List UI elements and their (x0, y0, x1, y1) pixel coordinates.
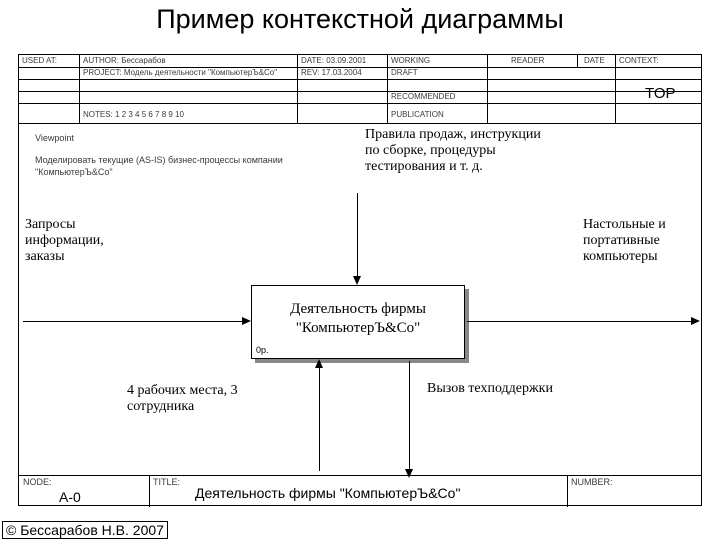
publication-label: PUBLICATION (391, 110, 444, 119)
input-label: Запросы информации, заказы (25, 217, 145, 265)
date-label-text: DATE: (301, 56, 324, 65)
hdr-col-line (487, 55, 488, 123)
recommended-label: RECOMMENDED (391, 92, 455, 101)
slide-title: Пример контекстной диаграммы (0, 4, 720, 35)
context-top: TOP (645, 85, 676, 102)
mech-right-arrow-line (409, 361, 410, 471)
control-arrow-line (357, 193, 358, 277)
reader-label: READER (511, 56, 544, 65)
footer-col-line (149, 475, 150, 507)
activity-box-label: Деятельность фирмы "КомпьютерЪ&Co" (290, 301, 426, 336)
notes-label-text: NOTES: (83, 110, 113, 119)
rev-value: 17.03.2004 (322, 68, 362, 77)
output-label: Настольные и портативные компьютеры (583, 217, 701, 265)
mech-left-arrow-head (315, 359, 323, 368)
title-label-footer: TITLE: (153, 477, 180, 487)
title-value-footer: Деятельность фирмы "КомпьютерЪ&Co" (195, 485, 460, 501)
diagram-canvas: Viewpoint Моделировать текущие (AS-IS) б… (19, 123, 701, 475)
idef0-frame: USED AT: AUTHOR: Бессарабов PROJECT: Мод… (18, 54, 702, 506)
activity-box: Деятельность фирмы "КомпьютерЪ&Co" 0р. (251, 285, 465, 359)
mechanism-left-label: 4 рабочих места, 3 сотрудника (127, 383, 287, 415)
node-label: NODE: (23, 477, 52, 487)
mechanism-right-label: Вызов техподдержки (427, 381, 567, 397)
hdr-col-line (387, 55, 388, 123)
mech-right-arrow-head (405, 469, 413, 478)
rev-label-text: REV: (301, 68, 319, 77)
date2-label: DATE (584, 56, 605, 65)
author-label-text: AUTHOR: (83, 56, 119, 65)
hdr-row-line (19, 79, 701, 80)
context-label: CONTEXT: (619, 56, 659, 65)
hdr-col-line (577, 55, 578, 67)
node-value: A-0 (59, 489, 81, 505)
input-arrow-head (242, 317, 251, 325)
hdr-row-line (19, 91, 701, 92)
control-arrow-head (353, 276, 361, 285)
author-name: Бессарабов (121, 56, 165, 65)
working-label: WORKING (391, 56, 430, 65)
notes-numbers: 1 2 3 4 5 6 7 8 9 10 (115, 110, 184, 119)
date-label: DATE: 03.09.2001 (301, 56, 366, 65)
footer-line (19, 475, 701, 476)
mech-left-arrow-line (319, 367, 320, 471)
input-arrow-line (23, 321, 243, 322)
project-name: Модель деятельности "КомпьютерЪ&Co" (124, 68, 277, 77)
hdr-col-line (297, 55, 298, 123)
output-arrow-head (691, 317, 700, 325)
hdr-row-line (19, 103, 701, 104)
control-label: Правила продаж, инструкции по сборке, пр… (365, 127, 555, 175)
notes-label: NOTES: 1 2 3 4 5 6 7 8 9 10 (83, 110, 184, 119)
hdr-col-line (79, 55, 80, 123)
activity-box-index: 0р. (256, 345, 269, 356)
draft-label: DRAFT (391, 68, 418, 77)
hdr-col-line (615, 55, 616, 123)
project-label: PROJECT: Модель деятельности "КомпьютерЪ… (83, 68, 293, 77)
date-value: 03.09.2001 (326, 56, 366, 65)
author-label: AUTHOR: Бессарабов (83, 56, 166, 65)
number-label: NUMBER: (571, 477, 613, 487)
project-label-text: PROJECT: (83, 68, 122, 77)
copyright: © Бессарабов Н.В. 2007 (2, 521, 168, 539)
used-at-label: USED AT: (22, 56, 57, 65)
slide: Пример контекстной диаграммы USED AT: AU… (0, 0, 720, 540)
footer-col-line (567, 475, 568, 507)
viewpoint-label: Viewpoint (35, 133, 74, 143)
rev-label: REV: 17.03.2004 (301, 68, 362, 77)
output-arrow-line (467, 321, 695, 322)
purpose-text: Моделировать текущие (AS-IS) бизнес-проц… (35, 155, 325, 178)
